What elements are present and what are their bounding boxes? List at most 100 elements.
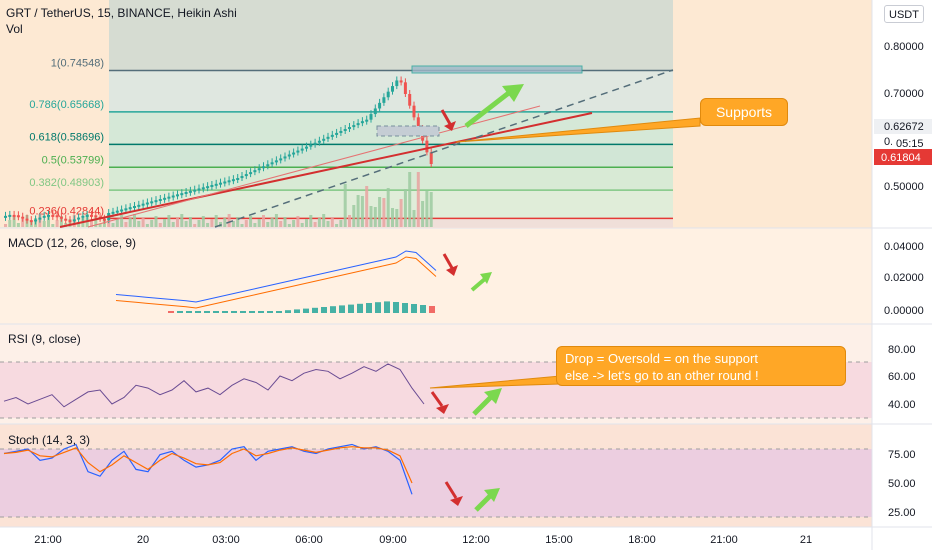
volume-bar: [12, 216, 16, 227]
volume-bar: [421, 201, 425, 227]
candle-body: [274, 160, 278, 163]
candle-body: [270, 162, 274, 165]
stoch-tick: 50.00: [888, 478, 916, 490]
consolidation-zone[interactable]: [376, 125, 440, 137]
support-line-red[interactable]: [59, 112, 593, 228]
candle-body: [21, 216, 25, 219]
volume-bar: [111, 223, 115, 227]
volume-bar: [47, 217, 50, 227]
candle-body: [206, 186, 210, 189]
macd-histogram-bar: [249, 311, 255, 313]
support-line-thin[interactable]: [87, 105, 541, 228]
candle-body: [425, 140, 429, 153]
time-axis[interactable]: 21:00 20 03:00 06:00 09:00 12:00 15:00 18:00 21:…: [34, 534, 812, 546]
rsi-title: RSI (9, close): [8, 332, 81, 346]
dashed-resistance-line[interactable]: [214, 69, 674, 228]
red-level-tag: 0.61804: [881, 152, 921, 164]
volume-bar: [21, 219, 25, 227]
macd-histogram-bar: [312, 307, 318, 313]
rsi-callout[interactable]: Drop = Oversold = on the support else ->…: [556, 346, 846, 386]
candle-body: [227, 180, 231, 183]
volume-bar: [120, 215, 124, 227]
volume-bar: [335, 224, 339, 227]
volume-bar: [266, 222, 270, 227]
price-tags: 0.62672 05:15 0.61804: [874, 119, 932, 165]
stoch-indicator: [3, 443, 413, 495]
candle-body: [223, 181, 227, 184]
candle-body: [42, 215, 46, 218]
volume-bar: [124, 222, 128, 227]
time-label: 18:00: [628, 534, 656, 546]
candle-body: [339, 130, 343, 133]
volume-bar: [201, 216, 205, 227]
candle-body: [29, 220, 33, 223]
volume-bar: [158, 223, 162, 227]
macd-histogram-bar: [222, 311, 228, 313]
macd-indicator: [115, 250, 437, 313]
supports-callout-text: Supports: [715, 104, 773, 120]
candle-body: [94, 215, 98, 218]
volume-bar: [244, 220, 248, 227]
arrows-rsi: [430, 388, 502, 416]
volume-bar: [399, 199, 403, 227]
volume-bar: [77, 222, 81, 227]
volume-bar: [8, 220, 12, 227]
volume-bar: [429, 192, 433, 227]
trend-lines[interactable]: [59, 65, 674, 228]
macd-histogram-bar: [303, 308, 309, 313]
supports-callout[interactable]: Supports: [700, 98, 788, 126]
candle-body: [240, 176, 244, 179]
volume-bar: [163, 219, 167, 227]
candle-body: [180, 193, 184, 196]
candle-body: [395, 80, 399, 87]
fib-level-label: 0.618(0.58696): [29, 131, 104, 143]
volume-bar: [403, 189, 407, 227]
time-label: 15:00: [545, 534, 573, 546]
candle-body: [38, 217, 42, 220]
rsi-tick: 60.00: [888, 371, 916, 383]
candle-body: [231, 179, 235, 182]
stoch-pane-background: [0, 424, 872, 527]
fib-retracement[interactable]: 1(0.74548) 0.786(0.65668) 0.618(0.58696) 0.…: [29, 57, 673, 228]
countdown-prefix: 0.: [884, 136, 893, 148]
candle-body: [201, 187, 205, 190]
volume-bar: [416, 172, 420, 227]
rsi-tick: 80.00: [888, 344, 916, 356]
volume-bar: [227, 214, 231, 227]
volume-bar: [313, 222, 317, 227]
fib-level-label: 0.5(0.53799): [42, 154, 104, 166]
candle-body: [120, 209, 124, 212]
volume-bar: [257, 219, 261, 227]
macd-tick: 0.02000: [884, 272, 924, 284]
volume-bar: [408, 172, 412, 227]
candle-body: [137, 204, 141, 207]
time-label: 21: [800, 534, 812, 546]
macd-histogram-bar: [294, 309, 300, 313]
candle-body: [348, 127, 351, 130]
candle-body: [287, 154, 291, 157]
candle-body: [133, 206, 136, 208]
macd-histogram-bar: [357, 303, 363, 313]
volume-bar: [292, 220, 296, 227]
volume-bar: [115, 219, 119, 227]
candle-body: [360, 121, 364, 124]
rsi-callout-line1: Drop = Oversold = on the support: [565, 351, 758, 366]
candle-body: [343, 129, 347, 131]
volume-bar: [4, 224, 7, 227]
time-scale-background[interactable]: [0, 527, 872, 550]
target-zone[interactable]: [411, 65, 583, 74]
macd-title: MACD (12, 26, close, 9): [8, 236, 137, 250]
candle-body: [279, 158, 283, 161]
currency-button[interactable]: USDT: [884, 5, 924, 23]
macd-histogram-bar: [231, 311, 237, 313]
volume-bar: [167, 215, 171, 227]
candle-body: [51, 214, 55, 217]
fib-level-label: 0.786(0.65668): [29, 99, 104, 111]
symbol-title[interactable]: GRT / TetherUS, 15, BINANCE, Heikin Ashi: [6, 6, 237, 20]
candle-body: [64, 218, 68, 221]
macd-histogram-bar: [429, 306, 435, 313]
volume-bar: [378, 197, 382, 227]
macd-histogram-bar: [411, 304, 417, 313]
price-scale[interactable]: [872, 0, 932, 550]
